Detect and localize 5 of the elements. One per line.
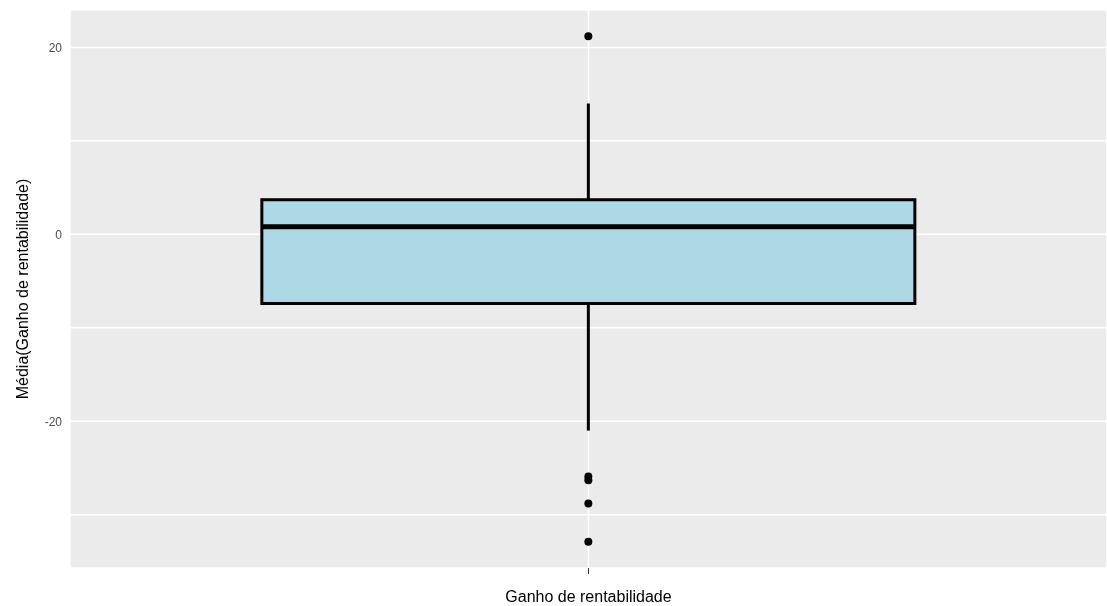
y-axis-title: Média(Ganho de rentabilidade) [13, 178, 31, 400]
y-tick-label: 0 [55, 227, 63, 242]
x-axis-title: Ganho de rentabilidade [505, 588, 672, 605]
y-tick-label: -20 [44, 414, 63, 429]
y-tick-label: 20 [48, 40, 63, 55]
